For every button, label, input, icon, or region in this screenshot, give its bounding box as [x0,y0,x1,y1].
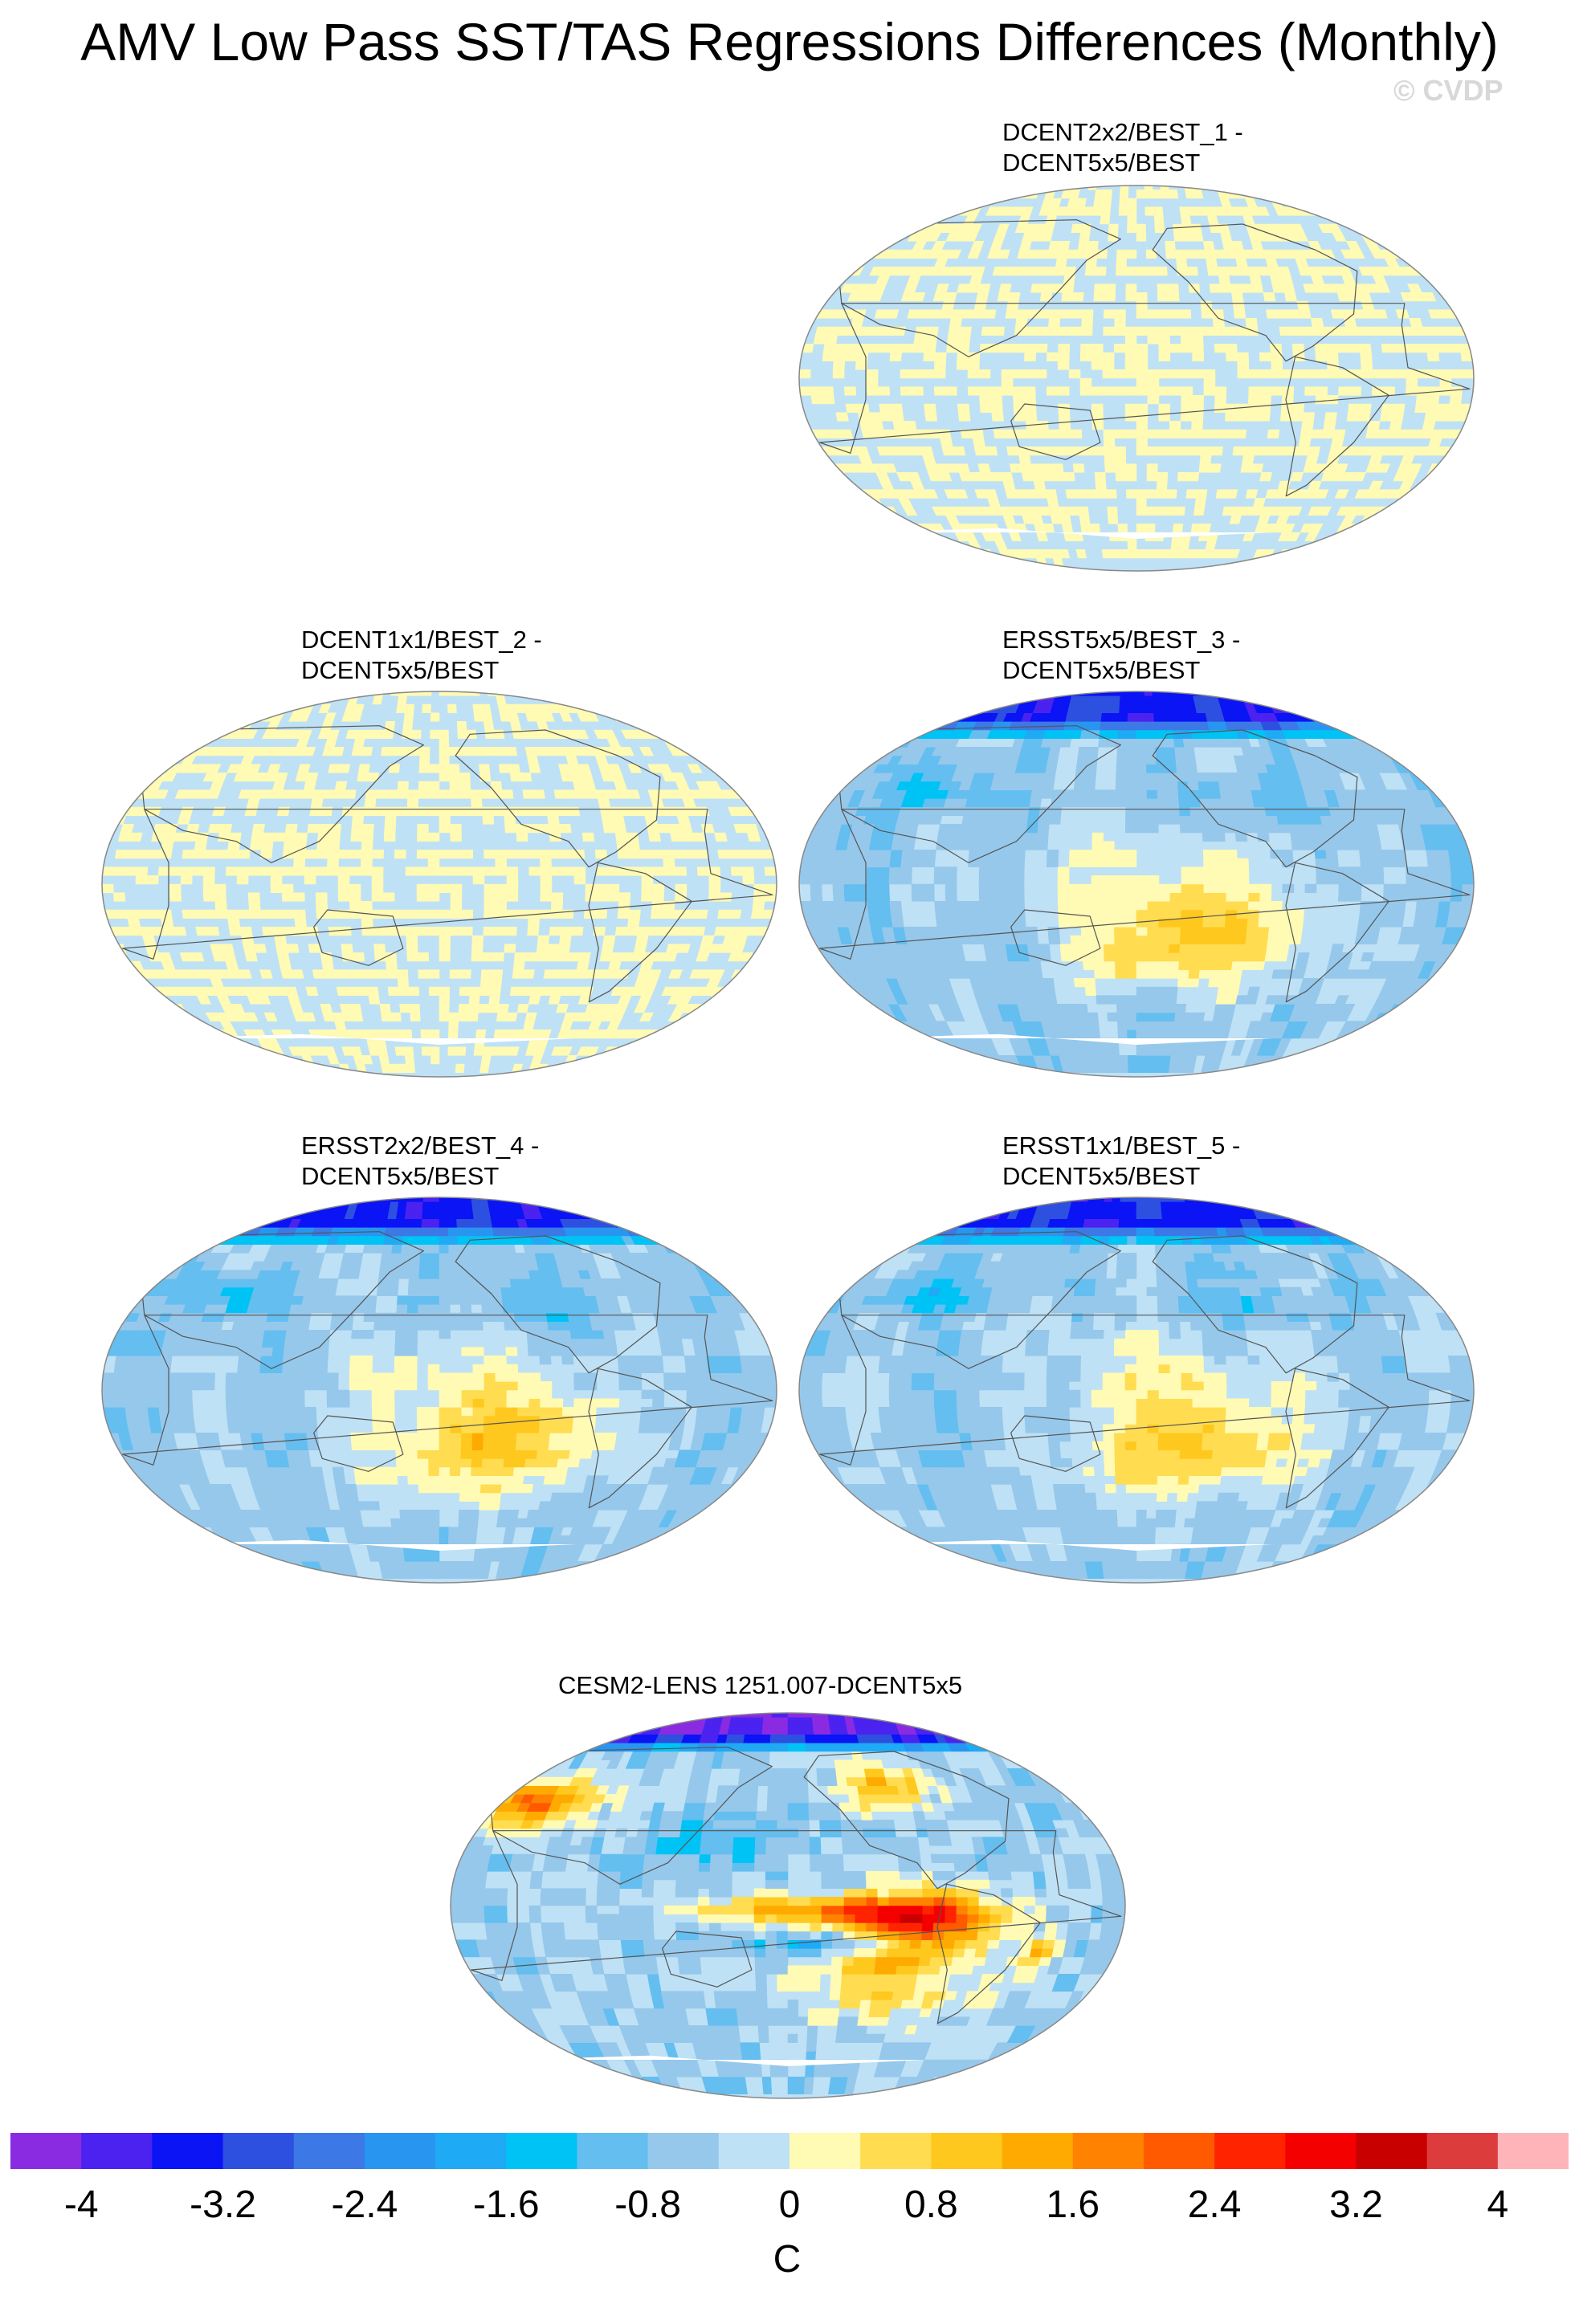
panel-6-map [450,1712,1126,2099]
australia-outline [1010,909,1101,966]
africa-outline [819,809,1471,960]
eurasia-outline [836,219,1121,357]
colorbar-tick-label: 0.8 [904,2183,958,2226]
regression-field [102,691,777,1077]
colorbar-tick-label: 0 [778,2183,801,2226]
regression-field [799,691,1474,1077]
africa-outline [122,1315,773,1466]
colorbar-swatch [931,2133,1003,2169]
colorbar-tick-label: 3.2 [1329,2183,1383,2226]
map-border [798,1197,1475,1584]
colorbar-swatch [364,2133,436,2169]
australia-outline [313,1415,404,1472]
eurasia-outline [836,1231,1121,1369]
panel-3-map [798,691,1475,1078]
colorbar-swatch [577,2133,649,2169]
regression-field [799,186,1474,571]
map-border [101,691,777,1078]
south-america-outline [936,1883,1041,2024]
panel-4-map [101,1197,777,1584]
eurasia-outline [139,725,424,863]
coastlines [819,1231,1471,1509]
australia-outline [313,909,404,966]
colorbar-tick-label: -1.6 [472,2183,540,2226]
coastlines [471,1747,1122,2024]
cvdp-credit: © CVDP [1393,74,1504,107]
australia-outline [1010,1415,1101,1472]
figure-title: AMV Low Pass SST/TAS Regressions Differe… [80,12,1499,71]
colorbar-tick-label: -2.4 [331,2183,398,2226]
colorbar-swatch [435,2133,507,2169]
north-america-outline [455,1235,661,1374]
panel-5-map [798,1197,1475,1584]
australia-outline [662,1931,753,1988]
map-border [101,1197,777,1584]
africa-outline [819,303,1471,454]
colorbar-swatch [222,2133,295,2169]
coastlines [819,725,1471,1003]
colorbar-tick-label: -3.2 [190,2183,256,2226]
panel-1-map [798,185,1475,572]
panel-4-title: ERSST2x2/BEST_4 - DCENT5x5/BEST [301,1131,540,1190]
colorbar-tick-label: -4 [63,2183,99,2226]
colorbar-swatch [10,2133,82,2169]
panel-2-title: DCENT1x1/BEST_2 - DCENT5x5/BEST [301,626,542,684]
panel-6-title: CESM2-LENS 1251.007-DCENT5x5 [558,1671,963,1699]
north-america-outline [803,1751,1010,1890]
colorbar-swatch [81,2133,153,2169]
colorbar-tick-label: 4 [1487,2183,1509,2226]
africa-outline [471,1830,1122,1981]
coastlines [819,219,1471,497]
colorbar-swatch [506,2133,577,2169]
colorbar-tick-label: 1.6 [1046,2183,1100,2226]
colorbar-swatch [1426,2133,1499,2169]
panel-3-title: ERSST5x5/BEST_3 - DCENT5x5/BEST [1002,626,1241,684]
south-america-outline [588,862,692,1003]
eurasia-outline [139,1231,424,1369]
colorbar-tick-label: 2.4 [1187,2183,1242,2226]
colorbar-swatch [647,2133,720,2169]
colorbar-swatch [1214,2133,1286,2169]
australia-outline [1010,403,1101,460]
eurasia-outline [836,725,1121,863]
colorbar-swatch [1002,2133,1074,2169]
colorbar-swatch [1143,2133,1215,2169]
north-america-outline [455,729,661,868]
map-border [798,691,1475,1078]
colorbar-swatch [1356,2133,1428,2169]
regression-field [102,1197,777,1583]
coastlines [122,1231,773,1509]
map-border [450,1712,1126,2099]
colorbar-swatch [1285,2133,1357,2169]
colorbar-swatch [152,2133,224,2169]
colorbar-swatch [860,2133,932,2169]
eurasia-outline [488,1747,773,1885]
colorbar-swatch [293,2133,365,2169]
colorbar-swatch [790,2133,861,2169]
africa-outline [819,1315,1471,1466]
colorbar-swatch [1072,2133,1144,2169]
north-america-outline [1152,1235,1358,1374]
colorbar-tick-label: -0.8 [614,2183,681,2226]
south-america-outline [1285,356,1389,497]
south-america-outline [1285,862,1389,1003]
regression-field [799,1197,1474,1583]
north-america-outline [1152,729,1358,868]
colorbar [10,2133,1569,2169]
coastlines [122,725,773,1003]
africa-outline [122,809,773,960]
colorbar-swatch [1497,2133,1569,2169]
colorbar-swatch [718,2133,790,2169]
panel-5-title: ERSST1x1/BEST_5 - DCENT5x5/BEST [1002,1131,1241,1190]
colorbar-units: C [773,2238,802,2281]
regression-field [451,1713,1125,2098]
north-america-outline [1152,223,1358,362]
map-border [798,185,1475,572]
panel-2-map [101,691,777,1078]
south-america-outline [588,1368,692,1509]
panel-1-title: DCENT2x2/BEST_1 - DCENT5x5/BEST [1002,118,1243,177]
south-america-outline [1285,1368,1389,1509]
